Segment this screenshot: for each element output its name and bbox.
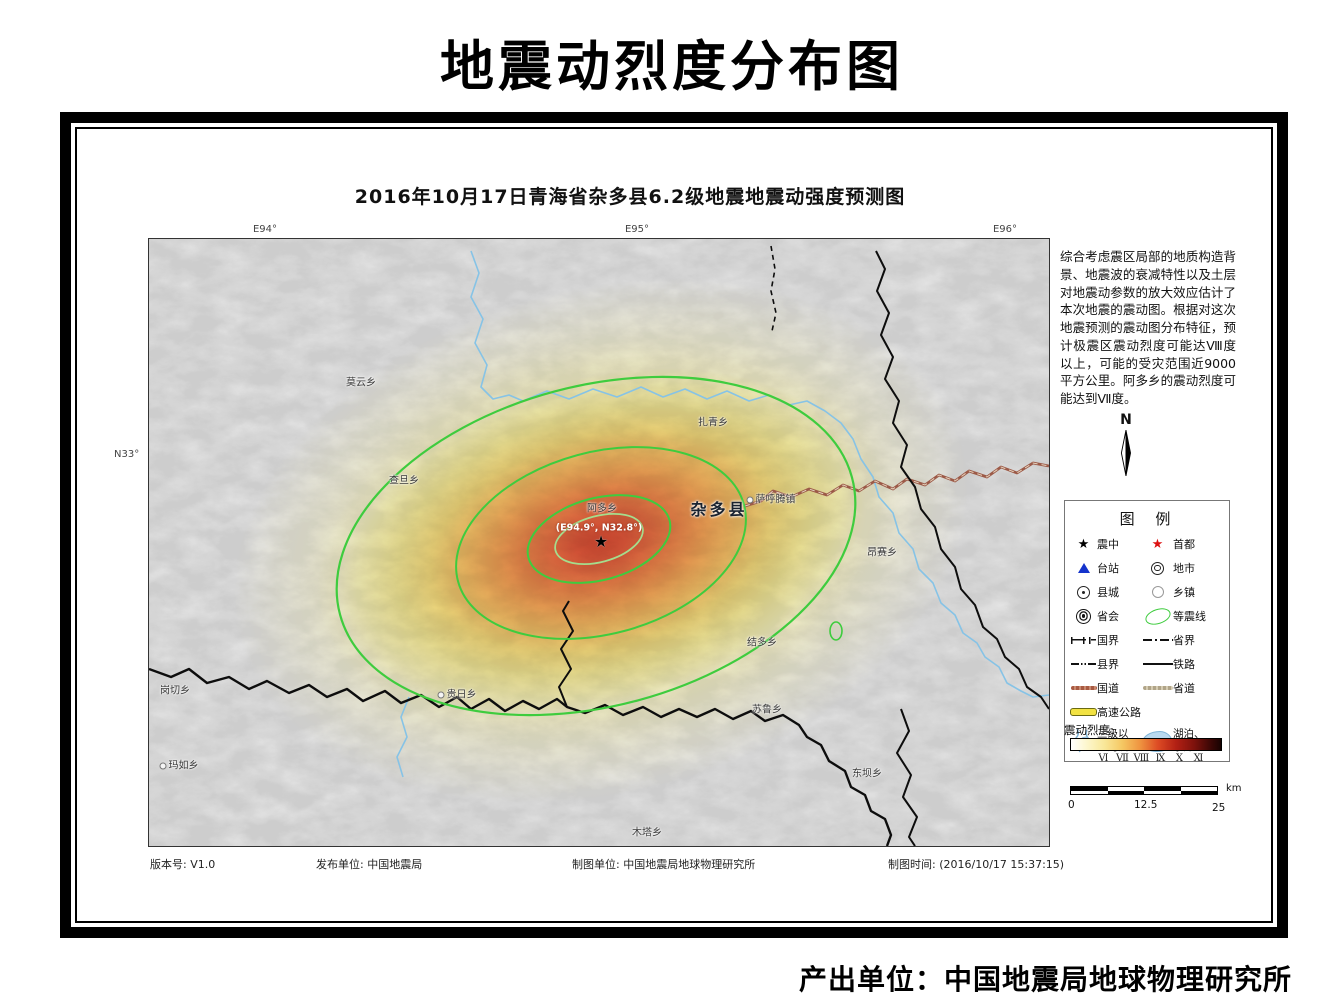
intensity-tick-viii: Ⅷ bbox=[1133, 753, 1150, 764]
map-scale-bar bbox=[1070, 786, 1218, 795]
scale-unit-label: km bbox=[1226, 783, 1242, 794]
legend-label-national-border: 国界 bbox=[1097, 634, 1119, 647]
legend-label-highway: 高速公路 bbox=[1097, 706, 1141, 719]
north-label: N bbox=[1120, 412, 1132, 428]
town-label: 莫云乡 bbox=[346, 377, 376, 389]
city-double-circle-icon bbox=[1151, 561, 1164, 575]
capital-star-icon: ★ bbox=[1151, 536, 1164, 552]
town-label: 玛如乡 bbox=[159, 757, 199, 772]
north-arrow-icon bbox=[1120, 430, 1131, 476]
legend-label-city: 地市 bbox=[1173, 562, 1195, 575]
longitude-tick-e96: E96° bbox=[992, 224, 1018, 235]
national-road-line bbox=[744, 461, 1049, 508]
terrain-hillshade-texture bbox=[149, 239, 1049, 846]
township-marker-icon bbox=[746, 496, 754, 503]
legend-label-county-border: 县界 bbox=[1097, 658, 1119, 671]
epicenter-coordinates-label: (E94.9°, N32.8°) bbox=[555, 522, 643, 534]
highway-line-icon bbox=[1070, 708, 1097, 716]
legend-label-prov-border: 省界 bbox=[1173, 634, 1195, 647]
town-label: 昂赛乡 bbox=[867, 547, 897, 559]
meta-version: 版本号: V1.0 bbox=[150, 858, 216, 871]
map-linework bbox=[149, 245, 1049, 846]
epicenter-star-icon: ★ bbox=[1077, 536, 1090, 552]
intensity-tick-x: Ⅹ bbox=[1175, 753, 1183, 764]
meta-publisher: 发布单位: 中国地震局 bbox=[316, 858, 423, 871]
epicenter-star-icon: ★ bbox=[593, 532, 609, 551]
legend-label-prov-capital: 省会 bbox=[1097, 610, 1119, 623]
county-border-line-icon bbox=[1070, 663, 1097, 665]
township-circle-icon bbox=[1151, 586, 1164, 598]
legend-label-isoseismal: 等震线 bbox=[1173, 610, 1206, 623]
intensity-colorbar bbox=[1070, 738, 1222, 751]
town-label: 木塔乡 bbox=[632, 827, 662, 839]
latitude-tick-n33: N33° bbox=[114, 449, 140, 460]
river-lines bbox=[396, 250, 1049, 778]
legend-label-township: 乡镇 bbox=[1173, 586, 1195, 599]
town-label: 结多乡 bbox=[747, 637, 777, 649]
map-sheet-inner-border bbox=[75, 127, 1273, 923]
longitude-tick-e95: E95° bbox=[624, 224, 650, 235]
meta-maker: 制图单位: 中国地震局地球物理研究所 bbox=[572, 858, 756, 871]
legend-label-epicenter: 震中 bbox=[1097, 538, 1119, 551]
meta-time: 制图时间: (2016/10/17 15:37:15) bbox=[888, 858, 1065, 871]
intensity-scale-label: 震动烈度: bbox=[1064, 723, 1114, 737]
legend-label-capital: 首都 bbox=[1173, 538, 1195, 551]
station-triangle-icon bbox=[1077, 563, 1090, 573]
isoseismal-middle-ellipse bbox=[455, 446, 747, 640]
isoseismal-small-closed-contour bbox=[829, 621, 843, 641]
province-border-line-icon bbox=[1142, 639, 1173, 641]
town-label: 查旦乡 bbox=[389, 475, 419, 487]
sidebar-description: 综合考虑震区局部的地质构造背景、地震波的衰减特性以及土层对地震动参数的放大效应估… bbox=[1060, 249, 1236, 406]
town-label: 阿多乡 bbox=[587, 503, 617, 515]
legend-label-station: 台站 bbox=[1097, 562, 1119, 575]
province-capital-circle-icon bbox=[1076, 608, 1091, 624]
national-border-line-icon bbox=[1070, 636, 1097, 644]
town-label: 萨呼腾镇 bbox=[746, 491, 796, 506]
legend-label-prov-road: 省道 bbox=[1173, 682, 1195, 695]
administrative-boundaries bbox=[149, 245, 1049, 846]
isoseismal-outer-ellipse bbox=[335, 375, 857, 717]
scale-bar-labels: 0 12.5 25 bbox=[1062, 799, 1230, 814]
scale-label-mid: 12.5 bbox=[1134, 799, 1158, 811]
intensity-tick-vii: Ⅶ bbox=[1115, 753, 1129, 764]
town-label: 贵日乡 bbox=[437, 686, 477, 701]
town-label: 扎青乡 bbox=[698, 417, 728, 429]
legend-label-national-road: 国道 bbox=[1097, 682, 1119, 695]
footer-credit: 产出单位：中国地震局地球物理研究所 bbox=[798, 963, 1292, 996]
scale-label-end: 25 bbox=[1212, 802, 1226, 814]
town-label: 东坝乡 bbox=[852, 768, 882, 780]
national-road-line-icon bbox=[1070, 686, 1097, 690]
longitude-tick-e94: E94° bbox=[252, 224, 278, 235]
intensity-colorbar-ticks: Ⅵ Ⅶ Ⅷ Ⅸ Ⅹ Ⅺ bbox=[1070, 753, 1222, 767]
town-label: 岗切乡 bbox=[160, 685, 190, 697]
intensity-tick-ix: Ⅸ bbox=[1155, 753, 1166, 764]
isoseismal-contours bbox=[335, 375, 857, 717]
intensity-tick-vi: Ⅵ bbox=[1098, 753, 1109, 764]
shaking-intensity-map: 莫云乡扎青乡查旦乡阿多乡 萨呼腾镇昂赛乡结多乡苏鲁乡 贵日乡 岗切乡玛如乡东坝乡木塔乡… bbox=[148, 238, 1050, 847]
scale-label-start: 0 bbox=[1068, 799, 1075, 811]
legend-label-county-seat: 县城 bbox=[1097, 586, 1119, 599]
township-marker-icon bbox=[437, 691, 445, 698]
railway-line-icon bbox=[1142, 663, 1173, 665]
legend-label-railway: 铁路 bbox=[1173, 658, 1195, 671]
province-road-line-icon bbox=[1142, 686, 1173, 690]
map-title: 2016年10月17日青海省杂多县6.2级地震地震动强度预测图 bbox=[354, 186, 906, 208]
isoseismal-inner-ellipse bbox=[526, 494, 672, 584]
isoseismal-ellipse-icon bbox=[1142, 604, 1173, 628]
isoseismal-innermost-ellipse bbox=[554, 513, 644, 565]
legend-title: 图 例 bbox=[1119, 510, 1179, 528]
intensity-tick-xi: Ⅺ bbox=[1193, 753, 1204, 764]
county-label: 杂多县 bbox=[690, 500, 748, 519]
page-title: 地震动烈度分布图 bbox=[440, 35, 904, 98]
county-seat-circle-icon bbox=[1077, 585, 1090, 599]
township-marker-icon bbox=[159, 762, 167, 769]
town-label: 苏鲁乡 bbox=[752, 704, 782, 716]
